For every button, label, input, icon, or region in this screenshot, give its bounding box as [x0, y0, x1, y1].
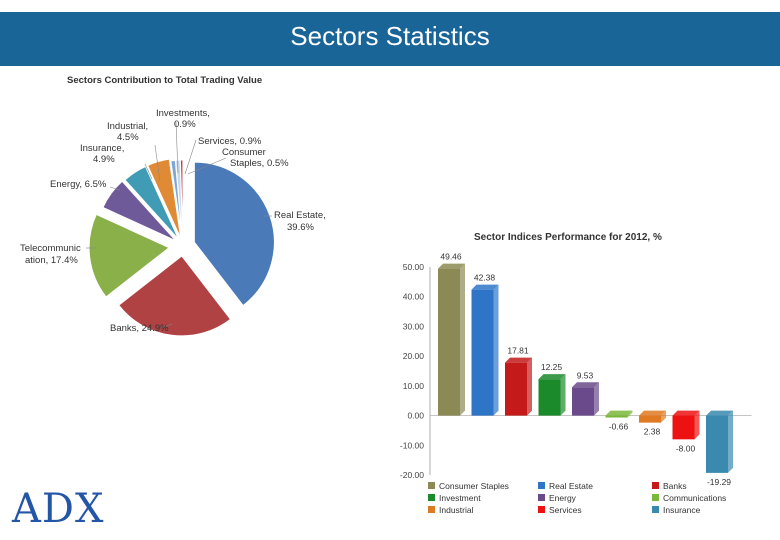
- legend-label: Real Estate: [549, 481, 593, 491]
- legend-swatch: [652, 506, 659, 513]
- bar-side: [728, 410, 733, 473]
- legend-swatch: [428, 494, 435, 501]
- page-title: Sectors Statistics: [290, 21, 490, 51]
- bar-side: [661, 410, 666, 423]
- pie-label-insurance-1: Insurance,: [80, 143, 124, 154]
- pie-label-real-estate-1: Real Estate,: [274, 210, 326, 221]
- legend-swatch: [538, 506, 545, 513]
- bar-value-label: 42.38: [474, 273, 496, 283]
- bar-chart: Sector Indices Performance for 2012, % 5…: [400, 232, 752, 515]
- bar-1: [471, 289, 494, 416]
- legend-label: Energy: [549, 493, 577, 503]
- legend-label: Services: [549, 505, 582, 515]
- pie-label-services: Services, 0.9%: [198, 136, 262, 147]
- y-tick-label: 40.00: [403, 292, 425, 302]
- pie-label-industrial-2: 4.5%: [117, 132, 139, 143]
- y-tick-label: 30.00: [403, 321, 425, 331]
- pie-label-energy: Energy, 6.5%: [50, 179, 107, 190]
- pie-label-telecom-1: Telecommunic: [20, 243, 81, 254]
- legend-label: Industrial: [439, 505, 474, 515]
- y-tick-label: -10.00: [400, 440, 424, 450]
- pie-chart: Sectors Contribution to Total Trading Va…: [20, 75, 326, 337]
- pie-label-industrial-1: Industrial,: [107, 121, 148, 132]
- bar-side: [560, 374, 566, 416]
- bar-7: [672, 415, 695, 440]
- bar-value-label: -0.66: [609, 422, 629, 432]
- legend-label: Insurance: [663, 505, 701, 515]
- legend-label: Communications: [663, 493, 726, 503]
- pie-slice-3: [102, 180, 177, 242]
- bar-title: Sector Indices Performance for 2012, %: [474, 232, 662, 243]
- bar-value-label: 2.38: [644, 427, 661, 437]
- bar-6: [639, 415, 661, 423]
- bar-top: [672, 410, 700, 416]
- legend-label: Banks: [663, 481, 687, 491]
- y-tick-label: 0.00: [407, 411, 424, 421]
- bar-5: [605, 415, 628, 418]
- bar-top: [438, 263, 465, 269]
- legend-label: Consumer Staples: [439, 481, 509, 491]
- bar-4: [572, 387, 594, 416]
- pie-slice-2: [88, 213, 171, 298]
- bar-value-label: -8.00: [676, 443, 696, 453]
- pie-label-insurance-2: 4.9%: [93, 154, 115, 165]
- adx-logo: ADX: [12, 486, 105, 532]
- y-tick-label: 50.00: [403, 262, 425, 272]
- bar-top: [706, 410, 733, 416]
- pie-slice-8: [179, 159, 184, 241]
- legend-swatch: [538, 482, 545, 489]
- legend-swatch: [428, 506, 435, 513]
- bar-top: [538, 374, 566, 380]
- bar-value-label: -19.29: [707, 477, 731, 487]
- bar-side: [694, 410, 700, 440]
- legend-swatch: [652, 482, 659, 489]
- bar-top: [605, 410, 633, 416]
- bar-side: [460, 263, 465, 416]
- bar-0: [438, 268, 460, 416]
- bar-3: [538, 379, 561, 416]
- pie-label-investments-1: Investments,: [156, 108, 210, 119]
- bar-side: [594, 382, 599, 416]
- bar-side: [527, 357, 532, 416]
- pie-label-consumer-1: Consumer: [222, 147, 266, 158]
- pie-label-real-estate-2: 39.6%: [287, 222, 314, 233]
- bar-value-label: 17.81: [507, 346, 529, 356]
- y-tick-label: -20.00: [400, 470, 424, 480]
- pie-title: Sectors Contribution to Total Trading Va…: [67, 75, 262, 86]
- legend-label: Investment: [439, 493, 481, 503]
- pie-slice-4: [124, 165, 180, 240]
- legend-swatch: [538, 494, 545, 501]
- legend-swatch: [428, 482, 435, 489]
- bar-top: [471, 284, 499, 290]
- bar-value-label: 12.25: [541, 362, 563, 372]
- bar-side: [493, 284, 499, 416]
- pie-slice-5: [146, 158, 182, 239]
- pie-label-telecom-2: ation, 17.4%: [25, 255, 78, 266]
- pie-slice-0: [193, 161, 275, 307]
- pie-slice-1: [118, 255, 232, 337]
- pie-label-banks: Banks, 24.9%: [110, 323, 169, 334]
- header-bar: Sectors Statistics: [0, 12, 780, 66]
- legend-swatch: [652, 494, 659, 501]
- bar-top: [639, 410, 666, 416]
- bar-side: [627, 410, 633, 418]
- bar-value-label: 9.53: [577, 370, 594, 380]
- pie-label-consumer-2: Staples, 0.5%: [230, 158, 289, 169]
- bar-8: [706, 415, 728, 473]
- y-tick-label: 20.00: [403, 351, 425, 361]
- bar-top: [572, 382, 599, 388]
- bar-top: [505, 357, 532, 363]
- bar-value-label: 49.46: [440, 252, 462, 262]
- bar-2: [505, 362, 527, 416]
- y-tick-label: 10.00: [403, 381, 425, 391]
- pie-label-investments-2: 0.9%: [174, 119, 196, 130]
